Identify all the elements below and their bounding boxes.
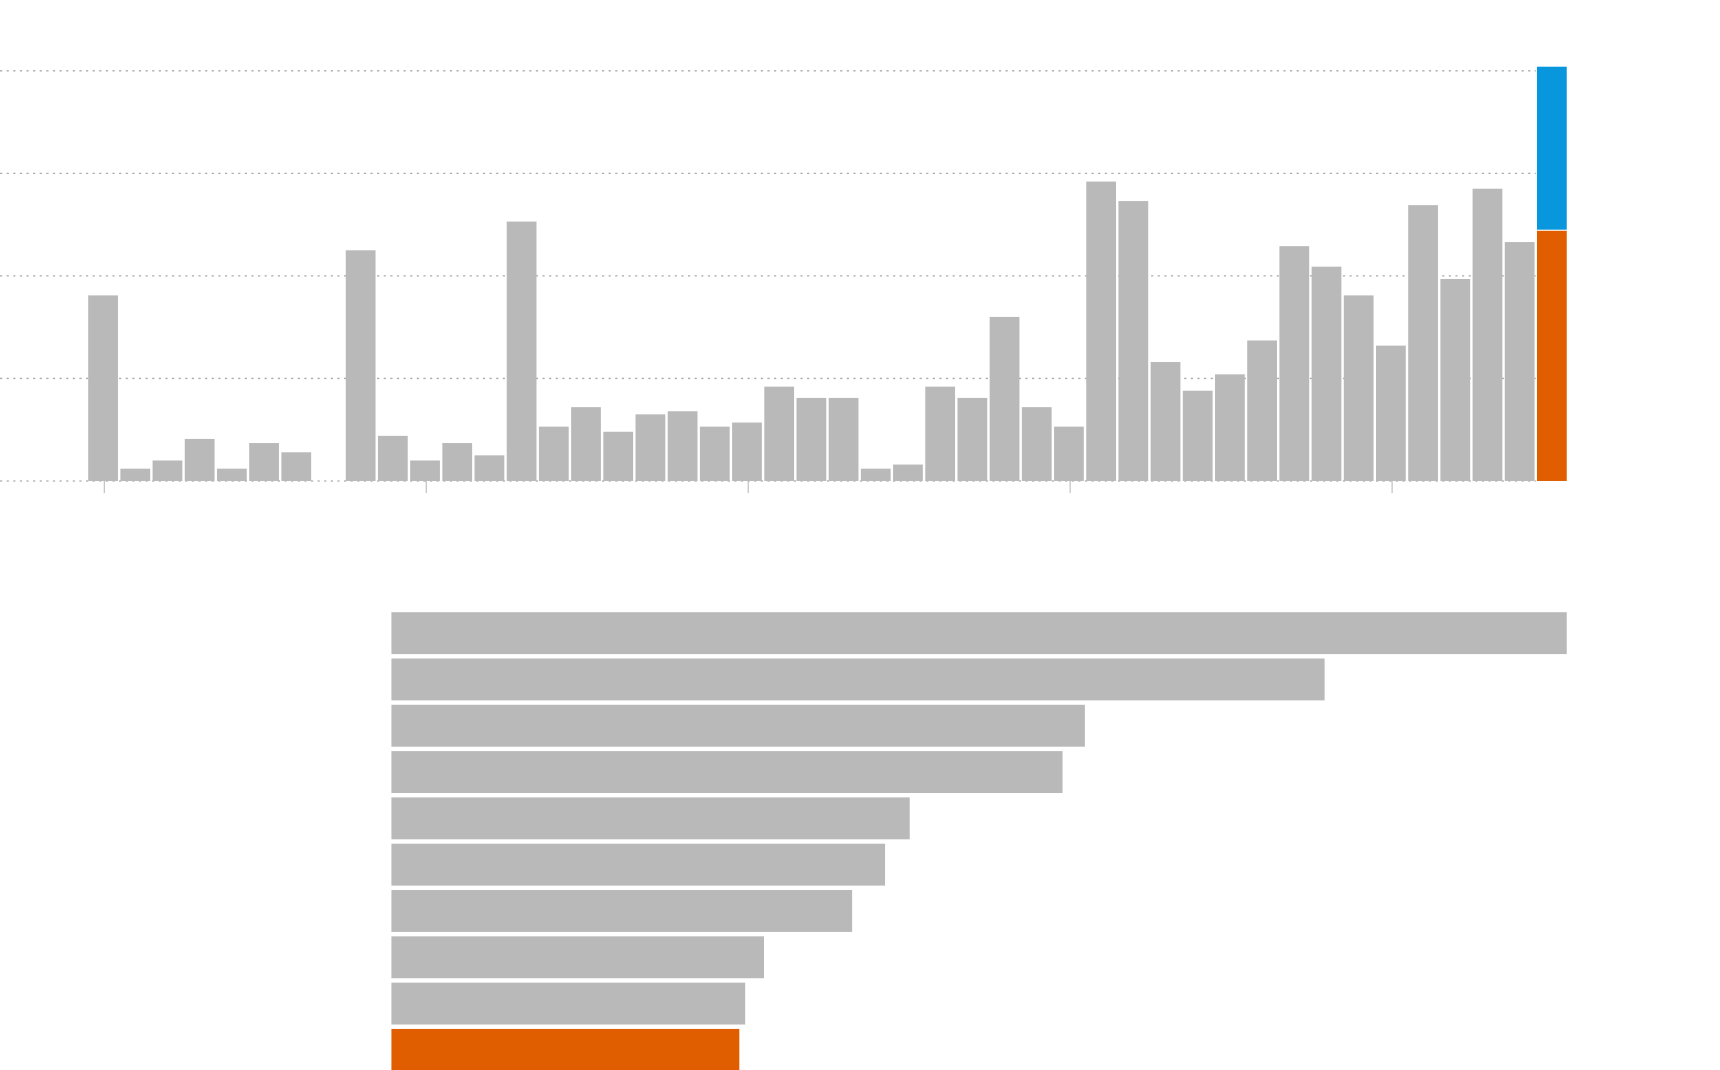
bar <box>1504 242 1535 481</box>
bar <box>1182 390 1213 481</box>
bar <box>635 414 666 481</box>
bar <box>828 397 859 481</box>
bar <box>506 221 537 481</box>
bar <box>1150 362 1181 481</box>
bar <box>538 426 569 481</box>
bar <box>88 295 118 481</box>
bar <box>571 407 601 481</box>
bar <box>1311 266 1342 481</box>
bar <box>391 1028 740 1070</box>
bar <box>893 464 923 481</box>
bar <box>249 443 279 481</box>
bar <box>957 397 988 481</box>
bar <box>1247 340 1277 481</box>
bar <box>764 386 795 481</box>
bar <box>391 658 1325 701</box>
bar <box>925 386 956 481</box>
bar <box>1536 230 1567 481</box>
bar <box>1279 246 1310 481</box>
bar <box>860 468 891 481</box>
bar <box>120 468 151 481</box>
bar <box>699 426 730 481</box>
bar <box>184 438 215 481</box>
bar <box>281 452 312 481</box>
bar <box>216 468 247 481</box>
bar <box>391 751 1063 793</box>
bar <box>1343 295 1374 481</box>
bar <box>603 431 634 481</box>
bar <box>1376 345 1406 481</box>
bar <box>732 422 762 481</box>
bar <box>377 435 408 481</box>
bar <box>391 936 764 979</box>
bar <box>410 460 440 481</box>
bar <box>442 443 473 481</box>
bar <box>1408 205 1438 481</box>
bar <box>1536 66 1567 230</box>
bar <box>391 982 746 1025</box>
bar <box>1118 201 1149 481</box>
bar <box>1086 181 1117 481</box>
bar <box>391 612 1567 655</box>
bar <box>796 397 827 481</box>
bar <box>1215 374 1245 481</box>
bar <box>989 316 1020 481</box>
bar <box>391 704 1085 747</box>
bar <box>1054 426 1084 481</box>
bar <box>391 890 853 932</box>
bar <box>1472 188 1503 481</box>
bar <box>391 797 910 840</box>
bar <box>345 250 376 481</box>
bar <box>1021 407 1052 481</box>
bar <box>1440 278 1471 481</box>
bar <box>667 411 698 481</box>
bar <box>391 843 886 886</box>
bar <box>474 455 505 481</box>
bar <box>152 460 183 481</box>
